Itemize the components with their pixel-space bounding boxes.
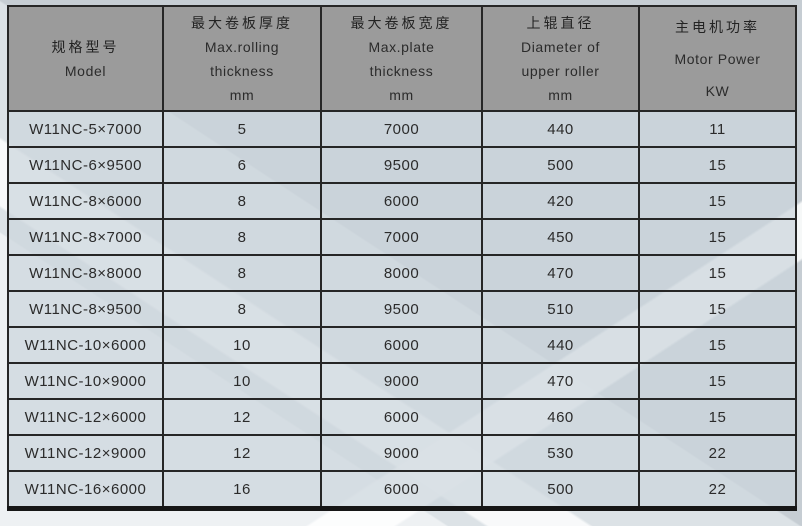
cell-roller: 500 — [481, 470, 640, 510]
header-upper-roller-diameter-zh: 上辊直径 — [526, 14, 595, 31]
cell-thickness: 8 — [162, 290, 322, 328]
spec-table-header: 规格型号 Model 最大卷板厚度 Max.rolling thickness … — [7, 5, 797, 112]
cell-model: W11NC-6×9500 — [7, 146, 164, 184]
table-row: W11NC-8×9500 8 9500 510 15 — [7, 290, 797, 328]
cell-roller: 420 — [481, 182, 640, 220]
table-row: W11NC-8×6000 8 6000 420 15 — [7, 182, 797, 220]
cell-power: 11 — [638, 110, 797, 148]
cell-thickness: 10 — [162, 362, 322, 400]
cell-model: W11NC-8×7000 — [7, 218, 164, 256]
header-max-plate-width: 最大卷板宽度 Max.plate thickness mm — [320, 5, 483, 112]
cell-power: 15 — [638, 146, 797, 184]
cell-width: 9000 — [320, 434, 483, 472]
table-row: W11NC-10×6000 10 6000 440 15 — [7, 326, 797, 364]
cell-width: 6000 — [320, 398, 483, 436]
table-row: W11NC-12×9000 12 9000 530 22 — [7, 434, 797, 472]
cell-model: W11NC-12×6000 — [7, 398, 164, 436]
cell-thickness: 10 — [162, 326, 322, 364]
header-max-plate-width-unit: mm — [389, 86, 414, 103]
cell-width: 9500 — [320, 146, 483, 184]
cell-width: 6000 — [320, 470, 483, 510]
cell-width: 9500 — [320, 290, 483, 328]
header-max-rolling-thickness-zh: 最大卷板厚度 — [191, 14, 293, 31]
cell-power: 15 — [638, 254, 797, 292]
table-row: W11NC-6×9500 6 9500 500 15 — [7, 146, 797, 184]
cell-width: 7000 — [320, 218, 483, 256]
cell-model: W11NC-10×6000 — [7, 326, 164, 364]
cell-model: W11NC-8×8000 — [7, 254, 164, 292]
cell-model: W11NC-16×6000 — [7, 470, 164, 510]
header-max-plate-width-en1: Max.plate — [368, 38, 435, 55]
header-model-en: Model — [64, 62, 107, 79]
header-upper-roller-diameter-unit: mm — [548, 86, 573, 103]
cell-thickness: 12 — [162, 398, 322, 436]
table-row: W11NC-5×7000 5 7000 440 11 — [7, 110, 797, 148]
cell-power: 15 — [638, 326, 797, 364]
header-max-rolling-thickness-lines: 最大卷板厚度 Max.rolling thickness mm — [164, 7, 320, 110]
table-row: W11NC-8×7000 8 7000 450 15 — [7, 218, 797, 256]
cell-power: 15 — [638, 290, 797, 328]
header-motor-power-lines: 主电机功率 Motor Power KW — [640, 7, 795, 110]
cell-roller: 450 — [481, 218, 640, 256]
cell-thickness: 12 — [162, 434, 322, 472]
cell-width: 7000 — [320, 110, 483, 148]
spec-table-body: W11NC-5×7000 5 7000 440 11 W11NC-6×9500 … — [7, 110, 797, 510]
header-row: 规格型号 Model 最大卷板厚度 Max.rolling thickness … — [7, 5, 797, 112]
spec-table: 规格型号 Model 最大卷板厚度 Max.rolling thickness … — [7, 5, 797, 511]
cell-roller: 470 — [481, 254, 640, 292]
header-motor-power-unit: KW — [705, 82, 730, 99]
cell-roller: 440 — [481, 110, 640, 148]
header-model: 规格型号 Model — [7, 5, 164, 112]
cell-roller: 500 — [481, 146, 640, 184]
cell-model: W11NC-8×9500 — [7, 290, 164, 328]
cell-power: 15 — [638, 362, 797, 400]
cell-width: 9000 — [320, 362, 483, 400]
header-max-rolling-thickness-unit: mm — [229, 86, 255, 103]
header-max-rolling-thickness-en2: thickness — [210, 62, 274, 79]
table-row: W11NC-16×6000 16 6000 500 22 — [7, 470, 797, 510]
header-motor-power-en: Motor Power — [674, 50, 761, 67]
table-row: W11NC-8×8000 8 8000 470 15 — [7, 254, 797, 292]
cell-roller: 440 — [481, 326, 640, 364]
cell-roller: 510 — [481, 290, 640, 328]
cell-thickness: 5 — [162, 110, 322, 148]
header-upper-roller-diameter-en2: upper roller — [521, 62, 600, 79]
header-max-plate-width-lines: 最大卷板宽度 Max.plate thickness mm — [322, 7, 481, 110]
cell-thickness: 8 — [162, 254, 322, 292]
cell-model: W11NC-5×7000 — [7, 110, 164, 148]
cell-width: 8000 — [320, 254, 483, 292]
cell-width: 6000 — [320, 326, 483, 364]
header-motor-power-zh: 主电机功率 — [675, 18, 760, 35]
header-max-plate-width-en2: thickness — [369, 62, 434, 79]
header-motor-power: 主电机功率 Motor Power KW — [638, 5, 797, 112]
cell-power: 15 — [638, 218, 797, 256]
table-row: W11NC-10×9000 10 9000 470 15 — [7, 362, 797, 400]
cell-roller: 470 — [481, 362, 640, 400]
cell-model: W11NC-8×6000 — [7, 182, 164, 220]
header-max-rolling-thickness-en1: Max.rolling — [204, 38, 280, 55]
cell-thickness: 8 — [162, 218, 322, 256]
cell-power: 22 — [638, 434, 797, 472]
cell-thickness: 8 — [162, 182, 322, 220]
cell-power: 15 — [638, 182, 797, 220]
cell-power: 15 — [638, 398, 797, 436]
cell-thickness: 6 — [162, 146, 322, 184]
header-upper-roller-diameter-en1: Diameter of — [521, 38, 600, 55]
cell-roller: 530 — [481, 434, 640, 472]
cell-width: 6000 — [320, 182, 483, 220]
header-model-zh: 规格型号 — [51, 38, 120, 55]
header-upper-roller-diameter: 上辊直径 Diameter of upper roller mm — [481, 5, 640, 112]
header-max-plate-width-zh: 最大卷板宽度 — [350, 14, 453, 31]
cell-thickness: 16 — [162, 470, 322, 510]
cell-power: 22 — [638, 470, 797, 510]
header-model-lines: 规格型号 Model — [9, 7, 162, 110]
header-max-rolling-thickness: 最大卷板厚度 Max.rolling thickness mm — [162, 5, 322, 112]
cell-roller: 460 — [481, 398, 640, 436]
header-upper-roller-diameter-lines: 上辊直径 Diameter of upper roller mm — [483, 7, 638, 110]
cell-model: W11NC-10×9000 — [7, 362, 164, 400]
cell-model: W11NC-12×9000 — [7, 434, 164, 472]
table-row: W11NC-12×6000 12 6000 460 15 — [7, 398, 797, 436]
